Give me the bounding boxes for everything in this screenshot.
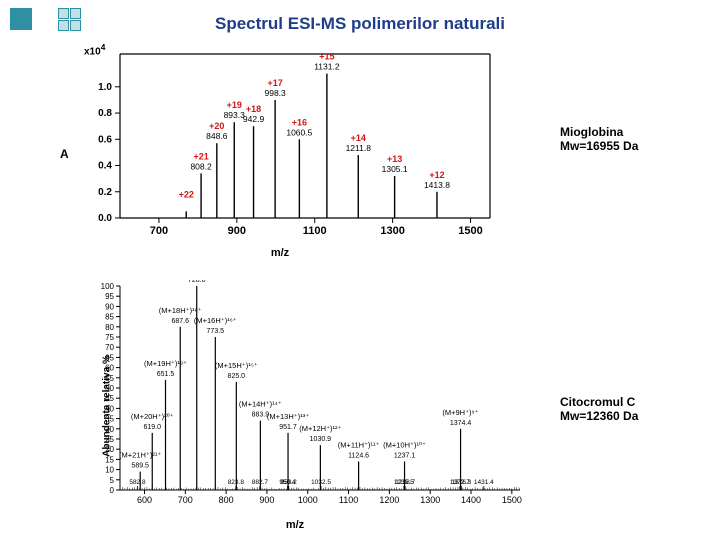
svg-text:(M+20H⁺)²⁰⁺: (M+20H⁺)²⁰⁺	[131, 412, 174, 421]
svg-text:(M+12H⁺)¹²⁺: (M+12H⁺)¹²⁺	[299, 424, 341, 433]
caption-mw: Mw=16955 Da	[560, 139, 638, 153]
svg-text:+17: +17	[267, 78, 282, 88]
svg-text:825.0: 825.0	[228, 373, 246, 380]
svg-text:80: 80	[105, 323, 114, 332]
svg-text:1200: 1200	[379, 495, 399, 505]
svg-text:(M+21H⁺)²¹⁺: (M+21H⁺)²¹⁺	[119, 451, 161, 460]
svg-text:85: 85	[105, 313, 114, 322]
bottom-chart-svg: 0510152025303540455055606570758085909510…	[60, 280, 530, 512]
svg-text:1131.2: 1131.2	[314, 62, 340, 72]
svg-text:1100: 1100	[303, 225, 327, 237]
svg-text:1032.5: 1032.5	[311, 479, 331, 486]
svg-text:+19: +19	[227, 100, 242, 110]
svg-text:0.2: 0.2	[98, 187, 112, 198]
y-axis-letter: A	[60, 147, 69, 161]
svg-text:589.5: 589.5	[131, 463, 149, 470]
svg-text:(M+10H⁺)¹⁰⁺: (M+10H⁺)¹⁰⁺	[383, 440, 426, 449]
x-axis-title: m/z	[60, 247, 500, 259]
svg-text:1300: 1300	[380, 225, 404, 237]
svg-text:1000: 1000	[298, 495, 318, 505]
svg-text:1431.4: 1431.4	[474, 479, 494, 486]
svg-text:1.0: 1.0	[98, 82, 112, 93]
svg-text:(M+18H⁺)¹⁸⁺: (M+18H⁺)¹⁸⁺	[159, 306, 202, 315]
svg-text:687.6: 687.6	[171, 318, 189, 325]
svg-text:+21: +21	[193, 151, 208, 161]
svg-text:(M+15H⁺)¹⁵⁺: (M+15H⁺)¹⁵⁺	[215, 361, 258, 370]
svg-text:773.5: 773.5	[207, 328, 225, 335]
svg-text:0: 0	[110, 486, 115, 495]
svg-text:1211.8: 1211.8	[346, 143, 372, 153]
slide-title: Spectrul ESI-MS polimerilor naturali	[0, 14, 720, 34]
caption-name: Citocromul C	[560, 395, 638, 409]
svg-text:1400: 1400	[461, 495, 481, 505]
svg-text:70: 70	[105, 343, 114, 352]
cytochrome-spectrum-chart: Abundenta relativa % 0510152025303540455…	[60, 280, 530, 531]
svg-text:1376.3: 1376.3	[451, 479, 471, 486]
svg-text:+14: +14	[351, 133, 366, 143]
svg-text:1238.7: 1238.7	[395, 479, 415, 486]
svg-text:651.5: 651.5	[157, 371, 175, 378]
svg-text:+18: +18	[246, 104, 261, 114]
svg-text:1060.5: 1060.5	[286, 127, 312, 137]
svg-text:0.4: 0.4	[98, 161, 112, 172]
svg-text:942.9: 942.9	[243, 114, 265, 124]
svg-text:1300: 1300	[420, 495, 440, 505]
top-chart-svg: 0.0 0.2 0.4 0.6 0.8 1.0 700 900 1100 1300 1500 +22 8…	[60, 48, 500, 240]
svg-text:893.3: 893.3	[224, 110, 246, 120]
svg-text:619.0: 619.0	[143, 424, 161, 431]
svg-text:1374.4: 1374.4	[450, 420, 472, 427]
caption-mw: Mw=12360 Da	[560, 409, 638, 423]
svg-text:1305.1: 1305.1	[382, 164, 408, 174]
svg-text:100: 100	[101, 282, 115, 291]
caption-name: Mioglobina	[560, 125, 638, 139]
svg-text:1500: 1500	[458, 225, 482, 237]
y-axis-exponent: x104	[84, 42, 105, 57]
svg-text:848.6: 848.6	[206, 131, 228, 141]
svg-text:1030.9: 1030.9	[310, 436, 332, 443]
svg-text:5: 5	[110, 476, 115, 485]
svg-text:728.0: 728.0	[188, 280, 206, 284]
svg-text:1413.8: 1413.8	[424, 180, 450, 190]
svg-text:998.3: 998.3	[264, 88, 286, 98]
svg-text:75: 75	[105, 333, 114, 342]
svg-text:+22: +22	[179, 189, 194, 199]
svg-text:10: 10	[105, 466, 114, 475]
svg-text:0.0: 0.0	[98, 213, 112, 224]
svg-text:+12: +12	[429, 170, 444, 180]
svg-text:808.2: 808.2	[190, 161, 212, 171]
svg-text:+16: +16	[292, 117, 307, 127]
svg-text:951.7: 951.7	[279, 424, 297, 431]
svg-text:(M+16H⁺)¹⁶⁺: (M+16H⁺)¹⁶⁺	[194, 316, 237, 325]
svg-text:+15: +15	[319, 52, 334, 62]
svg-text:0.6: 0.6	[98, 134, 112, 145]
svg-text:1500: 1500	[502, 495, 522, 505]
svg-text:900: 900	[259, 495, 274, 505]
svg-text:(M+14H⁺)¹⁴⁺: (M+14H⁺)¹⁴⁺	[239, 400, 282, 409]
svg-text:1237.1: 1237.1	[394, 452, 416, 459]
svg-text:900: 900	[228, 225, 246, 237]
myoglobin-spectrum-chart: A x104 0.00.20.40.60.81.0700900110013001…	[60, 48, 500, 259]
svg-text:600: 600	[137, 495, 152, 505]
y-axis-title: Abundenta relativa %	[101, 355, 112, 457]
svg-text:800: 800	[219, 495, 234, 505]
svg-text:+13: +13	[387, 154, 402, 164]
svg-text:(M+11H⁺)¹¹⁺: (M+11H⁺)¹¹⁺	[338, 440, 380, 449]
bottom-chart-caption: Citocromul C Mw=12360 Da	[560, 395, 638, 423]
top-chart-caption: Mioglobina Mw=16955 Da	[560, 125, 638, 153]
svg-text:953.2: 953.2	[281, 479, 298, 486]
svg-text:(M+9H⁺)⁹⁺: (M+9H⁺)⁹⁺	[442, 408, 478, 417]
svg-text:582.8: 582.8	[129, 479, 146, 486]
svg-text:95: 95	[105, 292, 114, 301]
svg-text:0.8: 0.8	[98, 108, 112, 119]
svg-text:+20: +20	[209, 121, 224, 131]
svg-text:90: 90	[105, 302, 114, 311]
svg-text:700: 700	[178, 495, 193, 505]
svg-text:1124.6: 1124.6	[348, 452, 369, 459]
svg-text:(M+13H⁺)¹³⁺: (M+13H⁺)¹³⁺	[267, 412, 309, 421]
svg-text:1100: 1100	[339, 495, 358, 505]
svg-text:700: 700	[150, 225, 168, 237]
x-axis-title: m/z	[60, 519, 530, 531]
